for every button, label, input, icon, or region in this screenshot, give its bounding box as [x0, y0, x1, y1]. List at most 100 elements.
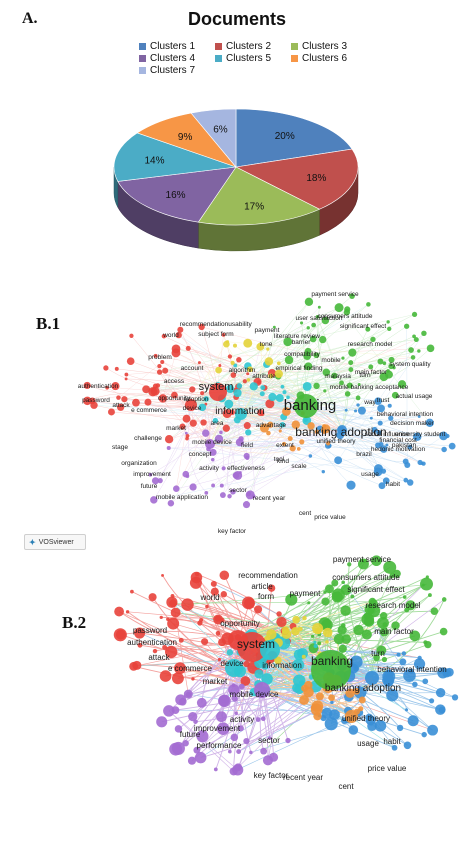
network-node	[289, 445, 296, 452]
network-node	[284, 355, 294, 365]
network-node	[333, 633, 345, 645]
network-node	[148, 472, 153, 477]
vosviewer-icon: ✦	[29, 537, 36, 547]
pie-slice-label: 6%	[213, 124, 228, 135]
network-node	[373, 467, 383, 477]
network-edge	[190, 397, 359, 409]
network-node	[421, 330, 427, 337]
network-edge	[187, 339, 417, 437]
network-node	[347, 562, 352, 567]
network-edge	[153, 391, 219, 501]
network-node	[379, 445, 388, 453]
network-edge	[240, 413, 387, 481]
network-edge	[341, 416, 420, 431]
network-edge	[227, 386, 283, 414]
network-node	[169, 742, 183, 756]
network-node	[215, 366, 222, 374]
network-term: information	[262, 661, 302, 670]
network-node	[413, 658, 426, 670]
network-node	[260, 411, 265, 416]
network-edge	[201, 326, 389, 375]
network-edge	[155, 355, 307, 407]
network-term: price value	[368, 764, 407, 773]
panel-label-a: A.	[22, 10, 38, 27]
legend-label: Clusters 2	[226, 41, 272, 52]
network-node	[439, 627, 448, 636]
network-node	[348, 725, 359, 735]
network-term: e commerce	[168, 664, 213, 673]
network-node	[240, 676, 251, 686]
network-node	[286, 395, 290, 400]
network-term: algorithm	[229, 367, 256, 374]
pie-slice	[235, 108, 353, 168]
network-node	[160, 359, 165, 365]
network-node	[124, 372, 129, 377]
network-edge	[190, 404, 408, 466]
vosviewer-logo: ✦ VOSviewer	[24, 534, 86, 550]
network-node	[260, 747, 268, 755]
network-node	[387, 326, 392, 331]
network-node	[373, 654, 380, 662]
network-term: usability	[228, 321, 252, 328]
network-edge	[222, 346, 261, 496]
network-term: usage	[361, 471, 379, 478]
network-node	[417, 415, 421, 418]
network-term: password	[82, 397, 110, 404]
network-edge	[305, 336, 415, 407]
network-node	[325, 640, 329, 644]
network-node	[391, 391, 399, 399]
network-node	[276, 616, 287, 628]
network-node	[438, 706, 446, 714]
network-node	[441, 597, 447, 602]
network-edge	[150, 413, 242, 475]
network-node	[285, 737, 291, 744]
network-term: decision maker	[390, 420, 435, 427]
legend-item: Clusters 1	[139, 41, 215, 52]
network-edge	[240, 346, 262, 415]
network-node	[261, 662, 269, 670]
network-node	[152, 648, 158, 654]
network-node	[255, 717, 261, 722]
network-edge	[226, 328, 390, 429]
network-node	[403, 741, 412, 750]
network-node	[107, 408, 115, 416]
network-node	[242, 596, 255, 610]
network-node	[311, 322, 317, 328]
network-term: payment	[290, 589, 321, 598]
network-node	[184, 431, 188, 435]
network-term: literature review	[274, 333, 320, 340]
network-term: advantage	[256, 422, 287, 429]
network-edge	[154, 648, 235, 669]
network-edge	[209, 349, 412, 445]
network-term: social influence	[365, 431, 410, 438]
network-term: future	[141, 483, 158, 490]
network-edge	[209, 443, 311, 457]
network-node	[230, 733, 239, 742]
network-node	[247, 366, 253, 373]
network-node	[396, 724, 404, 732]
network-node	[397, 380, 407, 389]
network-edge	[165, 370, 318, 432]
network-edge	[94, 405, 306, 420]
network-term: tone	[260, 341, 273, 348]
network-hub-node	[209, 383, 227, 401]
network-node	[235, 438, 244, 447]
network-node	[326, 441, 331, 446]
network-node	[302, 416, 312, 425]
legend-item: Clusters 4	[139, 53, 215, 64]
network-edge	[240, 352, 353, 415]
network-edge	[232, 429, 343, 492]
network-term: habit	[386, 481, 400, 488]
network-edge	[87, 400, 341, 436]
network-hub-node	[294, 394, 318, 418]
network-node	[388, 356, 395, 363]
network-hub-node	[205, 439, 215, 449]
network-node	[267, 584, 276, 592]
network-node	[313, 382, 320, 390]
network-term: access	[164, 378, 185, 385]
network-node	[237, 725, 244, 732]
network-node	[344, 391, 351, 397]
network-edge	[209, 443, 384, 450]
network-node	[233, 388, 242, 398]
network-node	[313, 640, 317, 644]
